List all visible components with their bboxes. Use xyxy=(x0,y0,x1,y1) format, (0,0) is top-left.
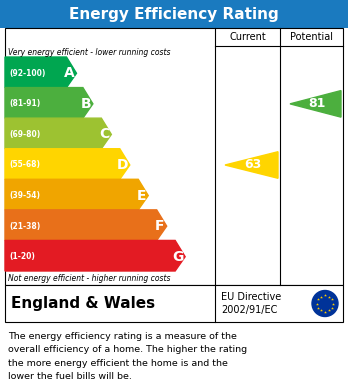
Polygon shape xyxy=(5,240,185,271)
Text: (1-20): (1-20) xyxy=(9,252,35,261)
Bar xyxy=(0,0,348,28)
Text: (69-80): (69-80) xyxy=(9,130,40,139)
Text: (55-68): (55-68) xyxy=(9,160,40,170)
Polygon shape xyxy=(5,118,111,149)
Bar xyxy=(5,285,343,322)
Polygon shape xyxy=(5,57,77,88)
Polygon shape xyxy=(225,152,278,178)
Text: D: D xyxy=(116,158,128,172)
Text: Potential: Potential xyxy=(290,32,333,42)
Text: B: B xyxy=(80,97,91,111)
Text: F: F xyxy=(155,219,165,233)
Text: Energy Efficiency Rating: Energy Efficiency Rating xyxy=(69,7,279,22)
Text: 63: 63 xyxy=(244,158,261,172)
Text: Current: Current xyxy=(229,32,266,42)
Text: E: E xyxy=(137,188,146,203)
Circle shape xyxy=(312,291,338,316)
Text: (81-91): (81-91) xyxy=(9,99,40,108)
Polygon shape xyxy=(5,149,130,179)
Text: (39-54): (39-54) xyxy=(9,191,40,200)
Text: A: A xyxy=(64,66,74,80)
Text: (21-38): (21-38) xyxy=(9,222,40,231)
Polygon shape xyxy=(5,88,93,118)
Text: G: G xyxy=(172,250,183,264)
Text: C: C xyxy=(99,127,109,142)
Text: Very energy efficient - lower running costs: Very energy efficient - lower running co… xyxy=(8,48,171,57)
Bar xyxy=(5,28,343,285)
Text: The energy efficiency rating is a measure of the
overall efficiency of a home. T: The energy efficiency rating is a measur… xyxy=(8,332,247,381)
Text: 81: 81 xyxy=(308,97,325,110)
Text: EU Directive
2002/91/EC: EU Directive 2002/91/EC xyxy=(221,292,281,316)
Polygon shape xyxy=(5,210,167,240)
Text: England & Wales: England & Wales xyxy=(11,296,155,311)
Polygon shape xyxy=(290,91,341,117)
Text: Not energy efficient - higher running costs: Not energy efficient - higher running co… xyxy=(8,274,171,283)
Text: (92-100): (92-100) xyxy=(9,69,45,78)
Polygon shape xyxy=(5,179,148,210)
